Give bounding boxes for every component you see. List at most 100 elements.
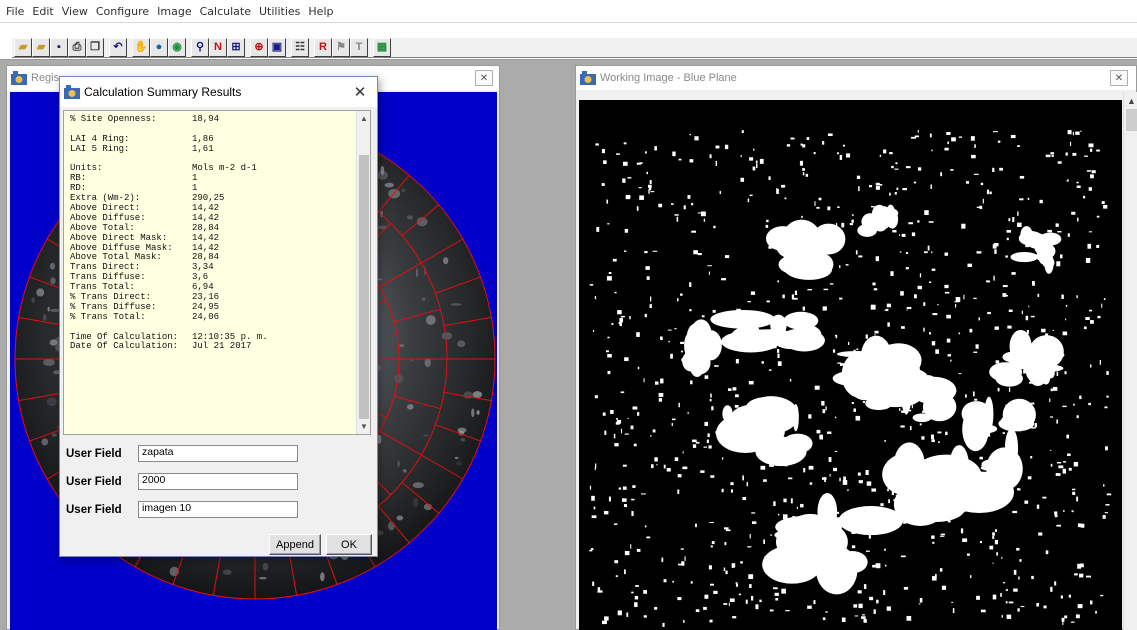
close-icon[interactable]: ✕: [475, 70, 493, 86]
undo-icon[interactable]: ↶: [109, 38, 127, 57]
result-line: Time Of Calculation: 12:10:35 p. m.: [70, 331, 370, 343]
window-title-bar[interactable]: Working Image - Blue Plane: [576, 66, 1136, 90]
result-key: Extra (Wm-2):: [70, 193, 141, 204]
circle-icon[interactable]: ●: [150, 38, 168, 57]
result-value: Mols m-2 d-1: [192, 163, 257, 174]
result-value: 14,42: [192, 232, 220, 243]
user-field-row-1: User Field zapata: [66, 445, 298, 462]
print-icon[interactable]: ⎙: [68, 38, 86, 57]
result-value: 18,94: [192, 114, 220, 124]
result-key: RB:: [70, 173, 87, 184]
user-field-input-3[interactable]: imagen 10: [138, 501, 298, 518]
open-folder-icon[interactable]: ▰: [14, 38, 32, 57]
copy-icon[interactable]: ❐: [86, 38, 104, 57]
result-value: Jul 21 2017: [192, 341, 252, 352]
result-value: 14,42: [192, 212, 220, 223]
menu-configure[interactable]: Configure: [95, 4, 150, 18]
frame-icon[interactable]: ▣: [268, 38, 286, 57]
menu-view[interactable]: View: [61, 4, 88, 18]
result-value: 1,61: [192, 143, 214, 154]
result-line: Date Of Calculation: Jul 21 2017: [70, 342, 370, 352]
calculator-icon[interactable]: ▦: [373, 38, 391, 57]
menu-bar: File Edit View Configure Image Calculate Utili…: [0, 0, 1137, 22]
grid-icon[interactable]: ⊞: [227, 38, 245, 57]
result-value: 290,25: [192, 193, 225, 204]
app-icon: [64, 85, 80, 99]
scroll-thumb[interactable]: [359, 155, 369, 419]
threshold-icon[interactable]: N: [209, 38, 227, 57]
menu-file[interactable]: File: [6, 4, 25, 18]
results-list: % Site Openness: 18,94 LAI 4 Ring: 1,86 LAI …: [64, 111, 370, 352]
result-value: 1,86: [192, 133, 214, 144]
result-value: 1: [192, 183, 198, 194]
result-key: Trans Diffuse:: [70, 272, 146, 283]
dialog-title-bar[interactable]: Calculation Summary Results: [60, 77, 377, 107]
result-key: % Site Openness:: [70, 114, 157, 124]
working-image-window[interactable]: Working Image - Blue Plane ✕ ▲: [575, 65, 1137, 630]
result-value: 3,34: [192, 262, 214, 273]
target-icon[interactable]: ◉: [168, 38, 186, 57]
result-value: 3,6: [192, 272, 209, 283]
user-field-input-1[interactable]: zapata: [138, 445, 298, 462]
results-text-area[interactable]: % Site Openness: 18,94 LAI 4 Ring: 1,86 LAI …: [63, 110, 371, 435]
result-value: 23,16: [192, 292, 220, 303]
result-value: 28,84: [192, 222, 220, 233]
save-icon[interactable]: ▪: [50, 38, 68, 57]
result-line: RD: 1: [70, 183, 370, 194]
result-line: Trans Direct: 3,34: [70, 262, 370, 273]
result-line: % Trans Direct: 23,16: [70, 292, 370, 303]
binary-image[interactable]: [579, 100, 1122, 630]
menu-edit[interactable]: Edit: [32, 4, 54, 18]
user-field-row-2: User Field 2000: [66, 473, 298, 490]
result-value: 12:10:35 p. m.: [192, 331, 268, 342]
result-key: LAI 4 Ring:: [70, 133, 130, 144]
user-field-label: User Field: [66, 447, 122, 460]
scroll-down-icon[interactable]: ▼: [360, 422, 368, 431]
close-icon[interactable]: ✕: [1110, 70, 1128, 86]
result-line: Above Diffuse Mask: 14,42: [70, 242, 370, 254]
result-line: Units: Mols m-2 d-1: [70, 164, 370, 174]
menu-calculate[interactable]: Calculate: [199, 4, 251, 18]
app-icon: [580, 71, 596, 85]
result-key: Units:: [70, 163, 103, 174]
result-value: 24,06: [192, 311, 220, 322]
scroll-up-icon[interactable]: ▲: [1127, 95, 1136, 106]
result-line: % Site Openness: 18,94: [70, 114, 370, 125]
result-value: 14,42: [192, 242, 220, 253]
vertical-scrollbar[interactable]: ▲: [1123, 92, 1137, 630]
result-line: Trans Diffuse: 3,6: [70, 272, 370, 283]
append-button[interactable]: Append: [269, 534, 321, 555]
window-title: Regis: [31, 72, 60, 84]
user-field-row-3: User Field imagen 10: [66, 501, 298, 518]
ok-button[interactable]: OK: [326, 534, 372, 555]
calc-r-icon[interactable]: R: [314, 38, 332, 57]
open-image-icon[interactable]: ▰: [32, 38, 50, 57]
menu-help[interactable]: Help: [308, 4, 334, 18]
result-value: 28,84: [192, 252, 220, 263]
result-key: Above Diffuse:: [70, 212, 146, 223]
scroll-thumb[interactable]: [1126, 109, 1137, 131]
result-key: Time Of Calculation:: [70, 331, 179, 342]
menu-utilities[interactable]: Utilities: [259, 4, 301, 18]
binary-canopy-image: [589, 130, 1112, 627]
hand-icon[interactable]: ✋: [132, 38, 150, 57]
result-key: Trans Total:: [70, 282, 135, 293]
result-line: Above Total: 28,84: [70, 222, 370, 234]
app-icon: [11, 71, 27, 85]
zoom-icon[interactable]: ⚲: [191, 38, 209, 57]
text-t-icon[interactable]: T: [350, 38, 368, 57]
flag-icon[interactable]: ⚑: [332, 38, 350, 57]
menu-image[interactable]: Image: [157, 4, 192, 18]
properties-icon[interactable]: ☷: [291, 38, 309, 57]
close-icon[interactable]: ✕: [353, 84, 367, 101]
calculation-summary-dialog[interactable]: Calculation Summary Results ✕ % Site Ope…: [59, 76, 378, 557]
results-scrollbar[interactable]: ▲ ▼: [356, 111, 370, 434]
result-line: LAI 5 Ring: 1,61: [70, 143, 370, 155]
result-line: Above Direct: 14,42: [70, 203, 370, 214]
dialog-title: Calculation Summary Results: [84, 85, 242, 99]
user-field-input-2[interactable]: 2000: [138, 473, 298, 490]
result-key: Date Of Calculation:: [70, 341, 179, 352]
user-field-label: User Field: [66, 503, 122, 516]
overlay-icon[interactable]: ⊕: [250, 38, 268, 57]
scroll-up-icon[interactable]: ▲: [360, 114, 368, 123]
